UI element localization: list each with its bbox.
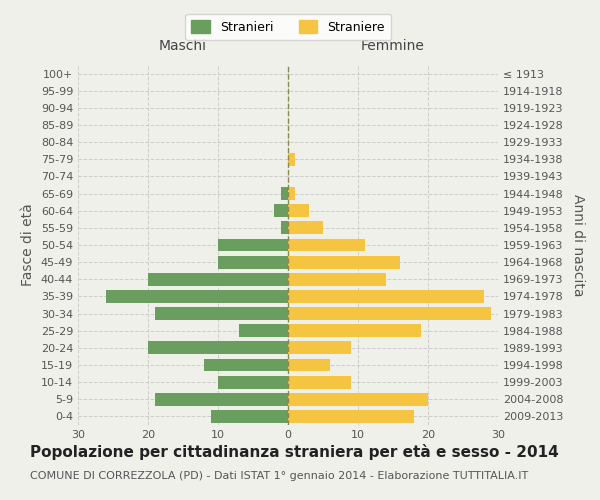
Bar: [148, 273, 288, 285]
Bar: [288, 222, 323, 234]
Bar: [288, 376, 351, 388]
Bar: [204, 358, 288, 372]
Bar: [288, 256, 400, 268]
Bar: [288, 358, 330, 372]
Legend: Stranieri, Straniere: Stranieri, Straniere: [185, 14, 391, 40]
Bar: [288, 307, 491, 320]
Y-axis label: Anni di nascita: Anni di nascita: [571, 194, 584, 296]
Bar: [281, 222, 288, 234]
Bar: [106, 290, 288, 303]
Text: Popolazione per cittadinanza straniera per età e sesso - 2014: Popolazione per cittadinanza straniera p…: [30, 444, 559, 460]
Text: Maschi: Maschi: [159, 39, 207, 53]
Bar: [155, 393, 288, 406]
Text: COMUNE DI CORREZZOLA (PD) - Dati ISTAT 1° gennaio 2014 - Elaborazione TUTTITALIA: COMUNE DI CORREZZOLA (PD) - Dati ISTAT 1…: [30, 471, 528, 481]
Bar: [155, 307, 288, 320]
Y-axis label: Fasce di età: Fasce di età: [21, 204, 35, 286]
Bar: [288, 393, 428, 406]
Bar: [288, 204, 309, 217]
Bar: [288, 290, 484, 303]
Bar: [239, 324, 288, 337]
Bar: [288, 273, 386, 285]
Bar: [288, 324, 421, 337]
Bar: [288, 153, 295, 166]
Bar: [211, 410, 288, 423]
Bar: [288, 342, 351, 354]
Bar: [148, 342, 288, 354]
Bar: [288, 410, 414, 423]
Bar: [288, 187, 295, 200]
Bar: [288, 238, 365, 252]
Bar: [218, 256, 288, 268]
Bar: [281, 187, 288, 200]
Text: Femmine: Femmine: [361, 39, 425, 53]
Bar: [218, 238, 288, 252]
Bar: [218, 376, 288, 388]
Bar: [274, 204, 288, 217]
